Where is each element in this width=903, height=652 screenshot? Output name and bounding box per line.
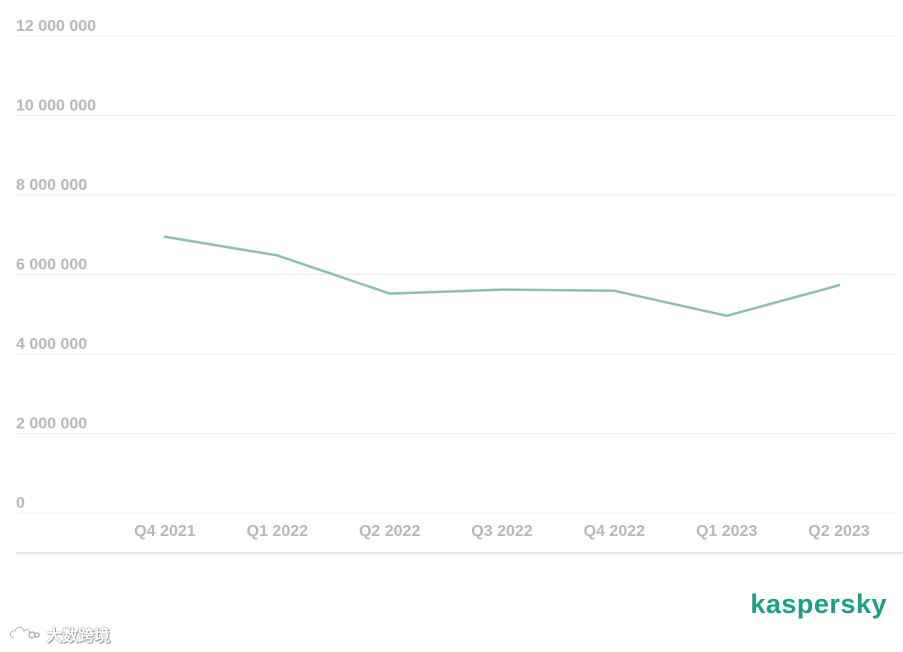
y-tick-label: 6 000 000	[16, 257, 87, 274]
x-tick-label: Q2 2022	[359, 523, 420, 540]
x-tick-label: Q1 2023	[696, 523, 757, 540]
x-tick-label: Q2 2023	[808, 523, 869, 540]
data-point	[276, 254, 279, 257]
y-tick-label: 10 000 000	[16, 98, 96, 115]
data-point	[613, 289, 616, 292]
series-layer	[163, 235, 841, 318]
data-point	[500, 288, 504, 291]
data-point	[725, 314, 728, 318]
line-chart: 12 000 000 10 000 000 8 000 000 6 000 000 4 …	[16, 18, 903, 554]
x-axis-ticks: Q4 2021 Q1 2022 Q2 2022 Q3 2022 Q4 2022 Q1 20…	[134, 523, 869, 540]
y-tick-label: 4 000 000	[16, 336, 87, 353]
y-tick-label: 12 000 000	[16, 18, 96, 35]
series-line	[163, 235, 841, 318]
watermark: 大数跨境	[8, 622, 110, 646]
kaspersky-logo: kaspersky	[750, 589, 887, 619]
y-tick-label: 8 000 000	[16, 177, 87, 194]
x-tick-label: Q4 2021	[134, 523, 195, 540]
data-point	[837, 284, 841, 287]
y-axis-ticks: 12 000 000 10 000 000 8 000 000 6 000 000 4 …	[16, 18, 96, 512]
x-tick-label: Q1 2022	[247, 523, 308, 540]
cloud-loop-icon	[9, 626, 40, 640]
y-tick-label: 2 000 000	[16, 416, 87, 433]
data-point	[388, 292, 391, 295]
x-tick-label: Q4 2022	[584, 523, 645, 540]
y-tick-label: 0	[16, 495, 25, 512]
grid-lines	[16, 35, 895, 514]
x-tick-label: Q3 2022	[471, 523, 532, 540]
watermark-text: 大数跨境	[46, 626, 111, 645]
data-point	[163, 235, 167, 238]
